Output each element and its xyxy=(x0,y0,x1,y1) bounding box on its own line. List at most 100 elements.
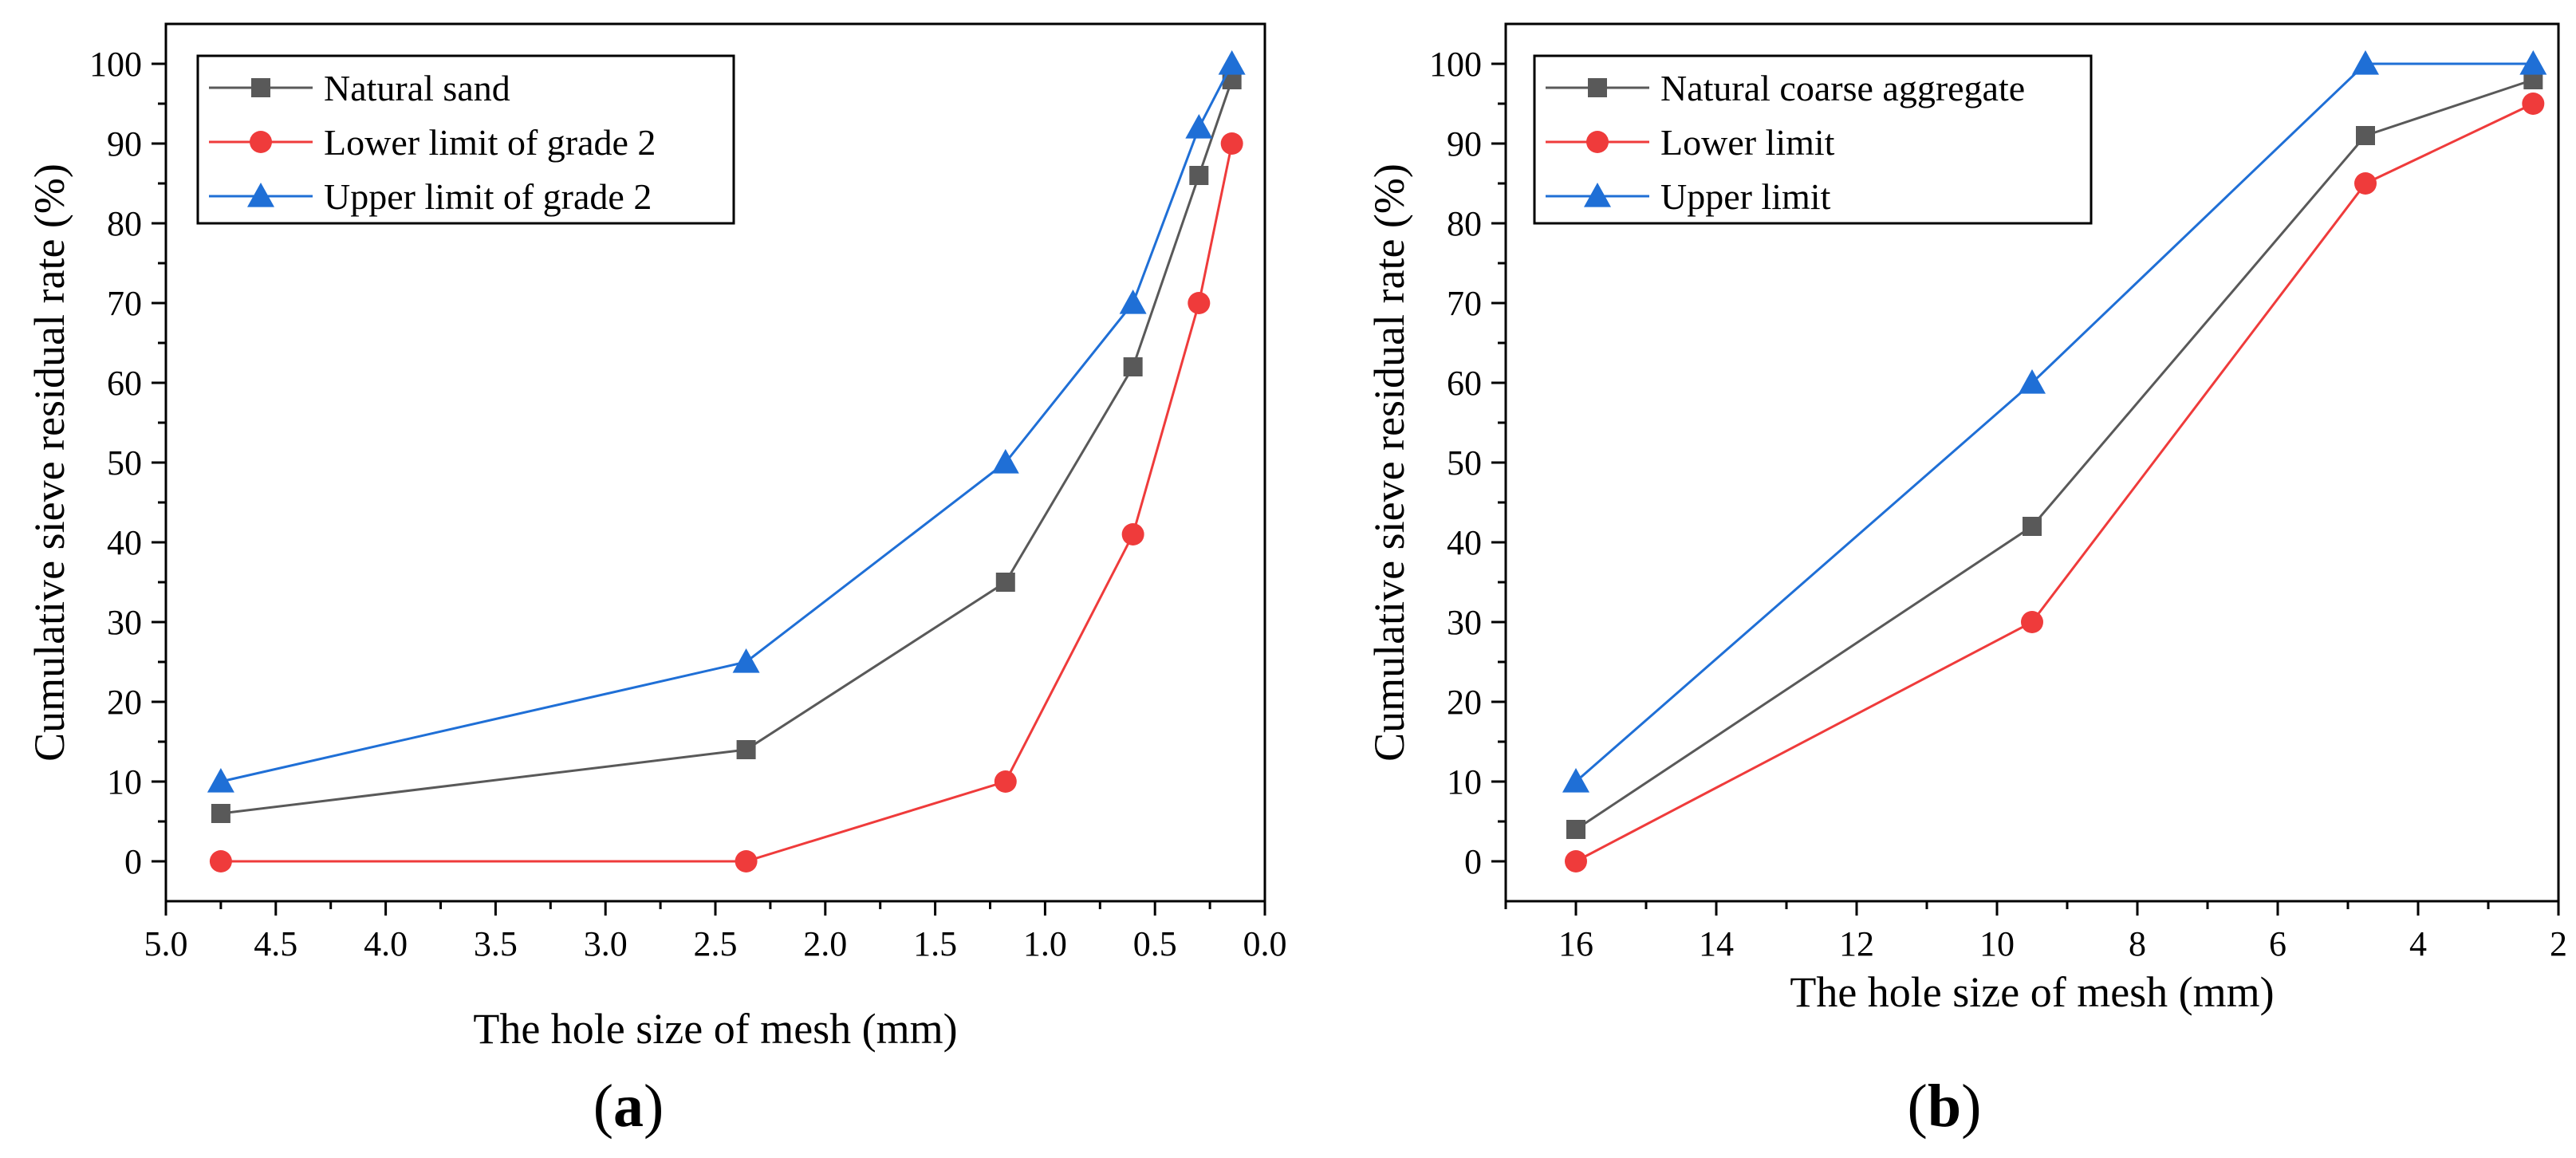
x-tick-label: 4.5 xyxy=(254,924,297,963)
data-point xyxy=(1562,768,1589,793)
series-upper-limit-of-grade-2 xyxy=(207,50,1246,793)
data-point xyxy=(1218,50,1246,75)
y-tick-label: 100 xyxy=(1429,45,1482,84)
x-tick-label: 3.5 xyxy=(474,924,518,963)
series-lower-limit-of-grade-2 xyxy=(209,132,1243,872)
legend-label: Upper limit of grade 2 xyxy=(324,176,652,217)
legend-item: Upper limit xyxy=(1546,176,1831,217)
series-line xyxy=(220,79,1234,815)
y-tick-label: 100 xyxy=(89,45,142,84)
chart-panel-b: 0 10 20 30 40 50 60 70 80 90 100 16 14 12 10 8 6 4 2 The ho… xyxy=(1365,22,2567,1140)
legend-item: Lower limit of grade 2 xyxy=(209,122,656,163)
series-natural-sand xyxy=(211,70,1242,823)
y-tick-label: 70 xyxy=(107,284,142,323)
y-tick-label: 90 xyxy=(107,124,142,163)
data-point xyxy=(1185,114,1213,139)
x-tick-label: 0.5 xyxy=(1133,924,1177,963)
y-axis-title: Cumulative sieve residual rate (%) xyxy=(26,163,73,762)
legend-item: Natural coarse aggregate xyxy=(1546,68,2025,108)
legend: Natural coarse aggregate Lower limit Upper… xyxy=(1533,54,2093,225)
legend-item: Natural sand xyxy=(209,68,510,108)
x-tick-label: 0.0 xyxy=(1243,924,1287,963)
legend-item: Upper limit of grade 2 xyxy=(209,176,652,217)
x-tick-label: 1.0 xyxy=(1023,924,1067,963)
x-axis-title: The hole size of mesh (mm) xyxy=(473,1005,957,1053)
x-tick-label: 6 xyxy=(2269,924,2286,963)
data-point xyxy=(735,850,758,872)
panel-label: (a) xyxy=(593,1073,664,1140)
x-axis-title: The hole size of mesh (mm) xyxy=(1790,968,2274,1016)
y-tick-label: 30 xyxy=(1447,603,1482,642)
data-point xyxy=(209,850,232,872)
y-tick-label: 20 xyxy=(1447,683,1482,722)
series-line xyxy=(1575,62,2534,783)
y-tick-label: 10 xyxy=(1447,762,1482,802)
series-line xyxy=(1575,78,2534,831)
y-tick-label: 20 xyxy=(107,683,142,722)
x-tick-label: 3.0 xyxy=(584,924,628,963)
panel-label-close: ) xyxy=(644,1073,664,1140)
data-point xyxy=(2021,611,2043,633)
data-point xyxy=(2522,93,2545,115)
data-point xyxy=(736,740,756,759)
panel-label-letter: a xyxy=(613,1073,644,1140)
x-tick-label: 4.0 xyxy=(364,924,408,963)
data-point xyxy=(1189,166,1209,185)
series-line xyxy=(220,143,1234,863)
y-tick-label: 50 xyxy=(1447,443,1482,482)
panel-label: (b) xyxy=(1908,1073,1982,1140)
series-upper-limit xyxy=(1562,50,2547,793)
legend-marker xyxy=(247,183,274,207)
data-point xyxy=(2023,517,2042,536)
x-tick-label: 2.0 xyxy=(803,924,847,963)
legend-label: Lower limit xyxy=(1660,122,1835,163)
data-point xyxy=(1119,290,1147,314)
panel-label-open: ( xyxy=(593,1073,613,1140)
data-point xyxy=(991,449,1019,474)
data-point xyxy=(995,573,1015,592)
series-line xyxy=(1575,102,2534,863)
x-tick-label: 8 xyxy=(2129,924,2146,963)
y-tick-label: 0 xyxy=(124,842,142,881)
legend: Natural sand Lower limit of grade 2 Upper … xyxy=(196,54,735,225)
x-tick-label: 16 xyxy=(1558,924,1593,963)
panel-label-open: ( xyxy=(1908,1073,1928,1140)
data-point xyxy=(2519,50,2547,75)
y-tick-label: 10 xyxy=(107,762,142,802)
x-tick-label: 1.5 xyxy=(913,924,957,963)
chart-panel-a: 0 10 20 30 40 50 60 70 80 90 100 5.0 4.5 4.0 3.5 3.0 2.5… xyxy=(26,22,1287,1140)
x-tick-label: 5.0 xyxy=(144,924,188,963)
data-point xyxy=(2352,50,2379,75)
legend-marker xyxy=(1588,78,1607,97)
panel-label-letter: b xyxy=(1928,1073,1961,1140)
legend-item: Lower limit xyxy=(1546,122,1835,163)
data-point xyxy=(732,648,760,673)
data-point xyxy=(2354,172,2377,195)
y-tick-label: 40 xyxy=(107,523,142,562)
data-point xyxy=(2356,126,2375,145)
x-tick-label: 2 xyxy=(2550,924,2567,963)
legend-label: Natural sand xyxy=(324,68,510,108)
data-point xyxy=(994,770,1017,793)
series-line xyxy=(220,63,1233,783)
legend-label: Natural coarse aggregate xyxy=(1660,68,2025,108)
data-point xyxy=(1566,820,1585,839)
y-tick-label: 80 xyxy=(1447,204,1482,243)
series-lower-limit xyxy=(1565,93,2545,872)
data-point xyxy=(211,804,230,823)
data-point xyxy=(1123,357,1143,376)
y-tick-label: 80 xyxy=(107,204,142,243)
data-point xyxy=(1565,850,1587,872)
y-tick-label: 90 xyxy=(1447,124,1482,163)
x-tick-label: 10 xyxy=(1979,924,2015,963)
data-point xyxy=(1220,132,1243,155)
y-axis-title: Cumulative sieve residual rate (%) xyxy=(1365,163,1413,762)
y-tick-label: 60 xyxy=(107,364,142,403)
legend-marker xyxy=(250,131,272,153)
legend-marker xyxy=(1584,183,1611,207)
data-point xyxy=(207,768,234,793)
data-point xyxy=(1188,292,1211,314)
x-tick-label: 2.5 xyxy=(694,924,738,963)
data-point xyxy=(2019,369,2046,394)
